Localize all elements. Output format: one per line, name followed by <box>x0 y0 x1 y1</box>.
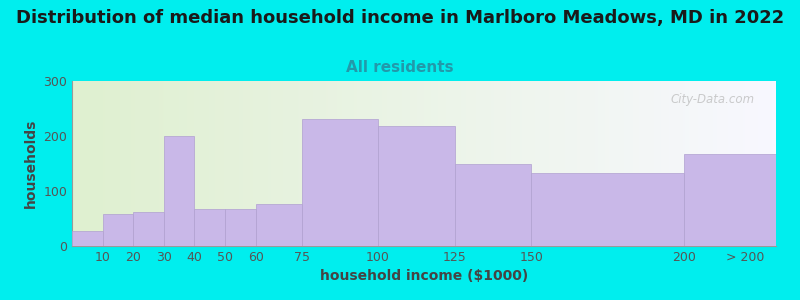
Text: All residents: All residents <box>346 60 454 75</box>
Bar <box>256 204 302 246</box>
Y-axis label: households: households <box>24 119 38 208</box>
Bar <box>164 136 194 246</box>
Bar <box>684 154 776 246</box>
Bar <box>454 164 531 246</box>
Bar <box>194 209 225 246</box>
Bar <box>225 209 256 246</box>
Bar <box>302 119 378 246</box>
Bar <box>102 214 134 246</box>
X-axis label: household income ($1000): household income ($1000) <box>320 269 528 284</box>
Bar <box>72 231 102 246</box>
Bar <box>378 126 454 246</box>
Text: Distribution of median household income in Marlboro Meadows, MD in 2022: Distribution of median household income … <box>16 9 784 27</box>
Bar <box>531 173 684 246</box>
Bar <box>134 212 164 246</box>
Text: City-Data.com: City-Data.com <box>670 92 755 106</box>
